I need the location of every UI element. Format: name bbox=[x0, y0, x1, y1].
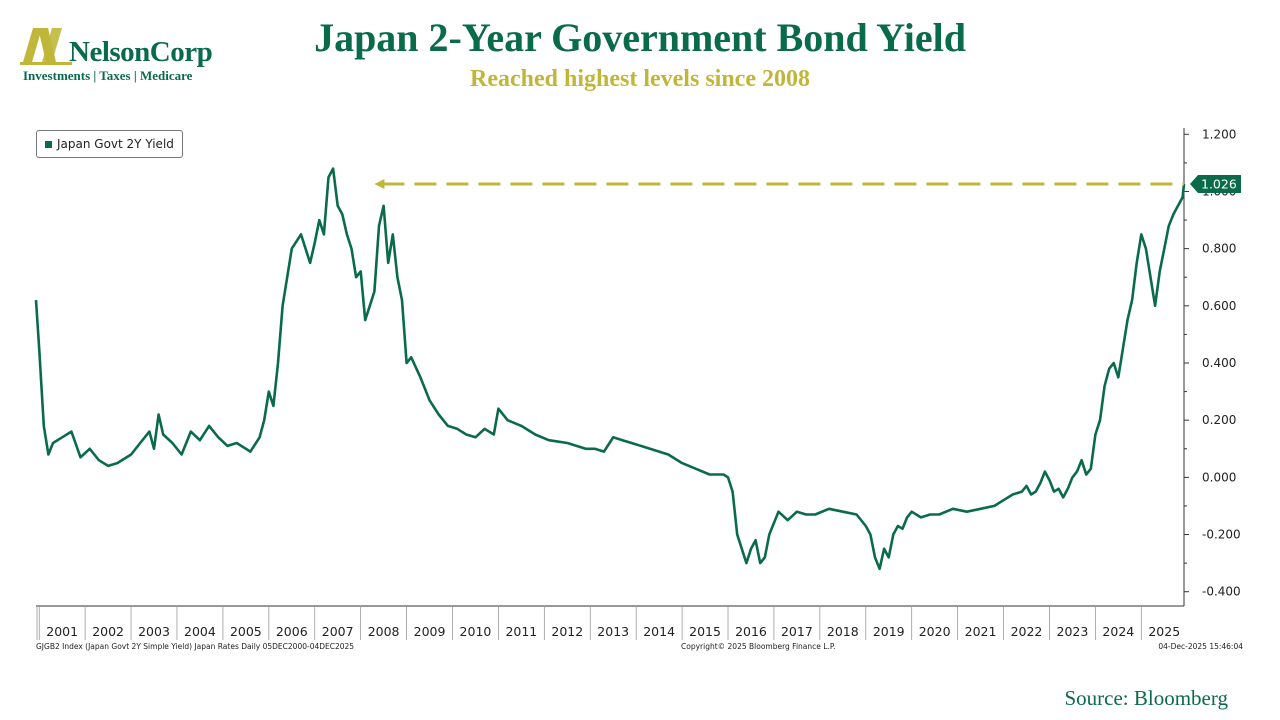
x-tick-label: 2004 bbox=[184, 624, 216, 639]
x-axis: 2001 2002 2003 2004 2005 2006 2007 2008 2009 2010… bbox=[36, 605, 1184, 640]
x-tick-label: 2024 bbox=[1102, 624, 1134, 639]
legend-swatch bbox=[45, 140, 52, 148]
x-tick-label: 2011 bbox=[505, 624, 537, 639]
series-line-japan-2y-yield bbox=[34, 167, 1186, 571]
x-tick-label: 2003 bbox=[138, 624, 170, 639]
x-tick-label: 2018 bbox=[827, 624, 859, 639]
x-tick-label: 2006 bbox=[276, 624, 308, 639]
logo-n-icon bbox=[20, 28, 72, 65]
logo-name: NelsonCorp bbox=[69, 36, 213, 68]
x-tick-label: 2001 bbox=[46, 624, 78, 639]
x-tick-label: 2014 bbox=[643, 624, 675, 639]
x-tick-label: 2016 bbox=[735, 624, 767, 639]
x-tick-label: 2010 bbox=[460, 624, 492, 639]
arrow-left-icon bbox=[374, 179, 385, 190]
logo-tagline: Investments | Taxes | Medicare bbox=[23, 68, 193, 83]
y-tick-label: 0.400 bbox=[1202, 356, 1236, 370]
x-tick-label: 2013 bbox=[597, 624, 629, 639]
x-tick-label: 2009 bbox=[414, 624, 446, 639]
x-tick-label: 2019 bbox=[873, 624, 905, 639]
x-tick-label: 2008 bbox=[368, 624, 400, 639]
x-tick-label: 2017 bbox=[781, 624, 813, 639]
y-tick-label: 1.200 bbox=[1202, 127, 1236, 141]
x-tick-label: 2005 bbox=[230, 624, 262, 639]
x-tick-label: 2022 bbox=[1011, 624, 1043, 639]
x-tick-label: 2015 bbox=[689, 624, 721, 639]
chart-legend: Japan Govt 2Y Yield bbox=[36, 130, 183, 158]
x-tick-label: 2023 bbox=[1057, 624, 1089, 639]
footer-index-description: GJGB2 Index (Japan Govt 2Y Simple Yield)… bbox=[36, 642, 354, 651]
footer-timestamp: 04-Dec-2025 15:46:04 bbox=[1158, 642, 1243, 651]
chart-title: Japan 2-Year Government Bond Yield bbox=[314, 15, 966, 60]
x-tick-label: 2002 bbox=[92, 624, 124, 639]
x-tick-label: 2007 bbox=[322, 624, 354, 639]
legend-label: Japan Govt 2Y Yield bbox=[57, 137, 174, 151]
x-tick-label: 2025 bbox=[1148, 624, 1180, 639]
nelsoncorp-logo: NelsonCorp Investments | Taxes | Medicar… bbox=[20, 22, 230, 86]
chart-subtitle: Reached highest levels since 2008 bbox=[470, 66, 810, 92]
y-tick-label: 0.000 bbox=[1202, 470, 1236, 484]
x-tick-label: 2012 bbox=[551, 624, 583, 639]
source-credit: Source: Bloomberg bbox=[1064, 686, 1228, 710]
x-tick-label: 2020 bbox=[919, 624, 951, 639]
y-axis: 1.2001.0000.8000.6000.4000.2000.000-0.20… bbox=[1183, 127, 1241, 606]
y-tick-label: -0.200 bbox=[1202, 528, 1241, 542]
y-tick-label: 0.600 bbox=[1202, 299, 1236, 313]
y-tick-label: 0.200 bbox=[1202, 413, 1236, 427]
last-value-label: 1.026 bbox=[1201, 177, 1237, 192]
y-tick-label: 0.800 bbox=[1202, 242, 1236, 256]
footer-copyright: Copyright© 2025 Bloomberg Finance L.P. bbox=[681, 642, 836, 651]
x-tick-label: 2021 bbox=[965, 624, 997, 639]
last-value-tag: 1.026 bbox=[1190, 175, 1241, 194]
y-tick-label: -0.400 bbox=[1202, 585, 1241, 599]
